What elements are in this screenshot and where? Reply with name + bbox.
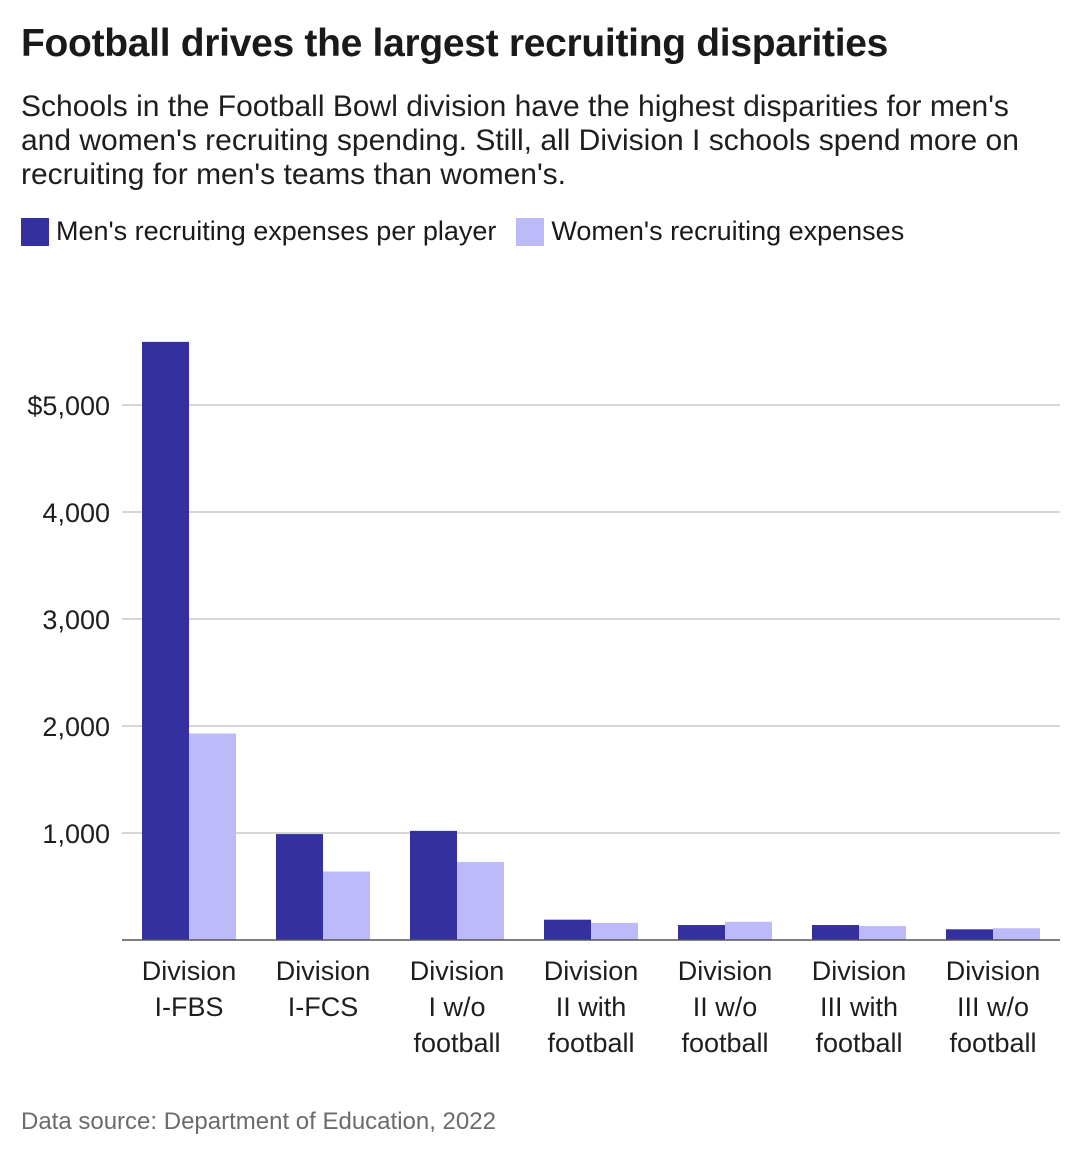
x-tick-label-line: football [547, 1028, 634, 1058]
y-tick-label: $5,000 [27, 391, 110, 421]
legend-label-men: Men's recruiting expenses per player [56, 216, 497, 246]
bar-men [544, 919, 591, 940]
legend-swatch-men [21, 217, 49, 246]
x-tick-label-line: Division [946, 956, 1041, 986]
bar-men [142, 341, 189, 940]
x-tick-label: Division I w/o football [410, 956, 505, 1058]
x-tick-label-line: II with [556, 992, 627, 1022]
bar-women [591, 922, 638, 940]
bar-men [812, 925, 859, 940]
x-tick-label: Division I-FCS [276, 956, 371, 1022]
x-tick-label-line: II w/o [693, 992, 758, 1022]
bar-women [725, 921, 772, 940]
x-tick-label-line: Division [678, 956, 773, 986]
y-tick-label: 1,000 [42, 819, 110, 849]
x-tick-label: Division III w/o football [946, 956, 1041, 1058]
x-tick-label-line: football [815, 1028, 902, 1058]
legend-item-men: Men's recruiting expenses per player [21, 216, 496, 247]
bar-women [189, 733, 236, 940]
legend-item-women: Women's recruiting expenses [516, 216, 904, 247]
chart-subtitle: Schools in the Football Bowl division ha… [21, 90, 1019, 191]
bar-men [678, 925, 725, 940]
x-tick-label-line: football [413, 1028, 500, 1058]
x-tick-label-line: Division [410, 956, 505, 986]
bar-women [323, 871, 370, 940]
data-source: Data source: Department of Education, 20… [21, 1108, 496, 1135]
bar-men [946, 929, 993, 940]
x-tick-label-line: III w/o [957, 992, 1029, 1022]
x-tick-label-line: Division [276, 956, 371, 986]
bar-men [276, 834, 323, 940]
x-tick-label-line: football [949, 1028, 1036, 1058]
legend: Men's recruiting expenses per player Wom… [21, 216, 924, 247]
x-tick-label: Division II w/o football [678, 956, 773, 1058]
x-tick-label-line: Division [812, 956, 907, 986]
y-tick-label: 3,000 [42, 605, 110, 635]
y-tick-label: 4,000 [42, 498, 110, 528]
x-tick-label: Division I-FBS [142, 956, 237, 1022]
x-tick-label-line: I w/o [428, 992, 485, 1022]
x-tick-label: Division II with football [544, 956, 639, 1058]
legend-swatch-women [516, 217, 545, 246]
bar-women [993, 928, 1040, 940]
x-tick-label-line: football [681, 1028, 768, 1058]
bar-women [859, 926, 906, 940]
x-tick-label: Division III with football [812, 956, 907, 1058]
bar-women [457, 861, 504, 940]
y-tick-label: 2,000 [42, 712, 110, 742]
chart-title: Football drives the largest recruiting d… [21, 22, 889, 65]
x-tick-label-line: Division [544, 956, 639, 986]
x-tick-label-line: I-FBS [154, 992, 223, 1022]
x-tick-label-line: III with [820, 992, 898, 1022]
bar-men [410, 830, 457, 940]
legend-label-women: Women's recruiting expenses [551, 216, 905, 246]
x-tick-label-line: I-FCS [288, 992, 359, 1022]
x-tick-label-line: Division [142, 956, 237, 986]
